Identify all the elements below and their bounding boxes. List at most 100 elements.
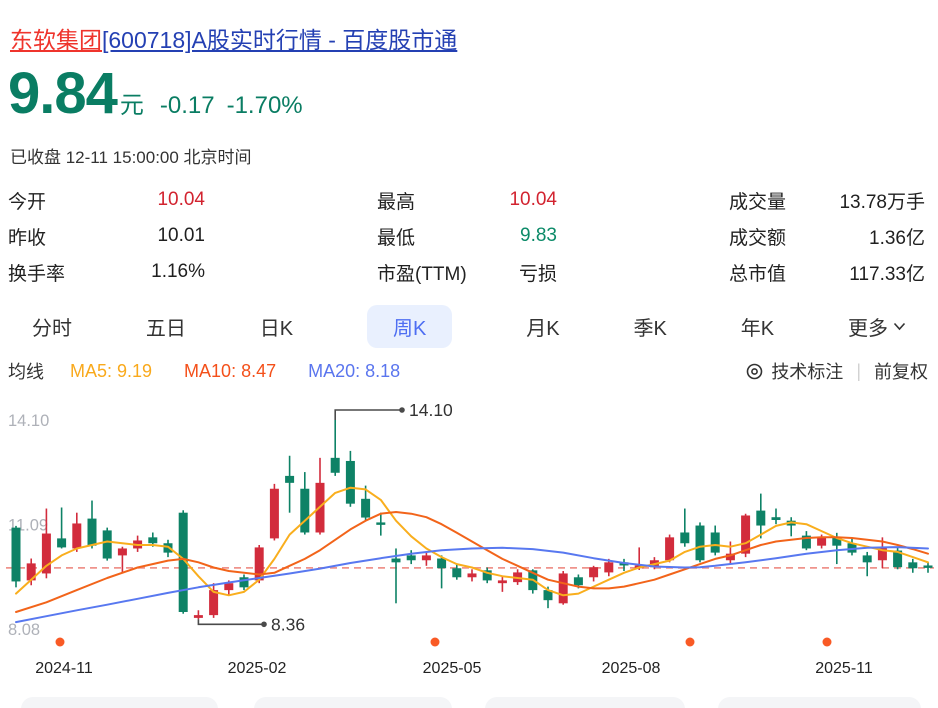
bottom-card[interactable]: [718, 697, 921, 708]
tab-yearly-k[interactable]: 年K: [740, 317, 775, 340]
period-tabs: 分时 五日 日K 周K 月K 季K 年K 更多: [0, 303, 938, 349]
tab-more[interactable]: 更多: [848, 305, 906, 348]
stat-high: 最高 10.04: [377, 189, 557, 213]
event-dot[interactable]: [55, 637, 65, 647]
x-axis-label: 2025-02: [228, 660, 287, 677]
page-title: 东软集团[600718]A股实时行情 - 百度股市通: [10, 26, 457, 54]
candle-down: [57, 538, 67, 548]
adjust-mode-button[interactable]: 前复权: [874, 362, 928, 382]
candle-up: [41, 533, 51, 574]
candle-up: [224, 583, 234, 591]
candle-down: [87, 518, 97, 546]
stat-pe-ttm: 市盈(TTM) 亏损: [377, 263, 557, 285]
candle-up: [72, 523, 82, 549]
bottom-card[interactable]: [21, 697, 218, 708]
candle-up: [467, 573, 477, 578]
ma10-value: MA10: 8.47: [184, 360, 277, 381]
bottom-card[interactable]: [254, 697, 452, 708]
tools-separator: |: [856, 360, 861, 381]
candle-up: [193, 615, 203, 618]
candle-up: [877, 547, 887, 561]
candle-down: [573, 577, 583, 586]
stat-turnover-rate: 换手率 1.16%: [8, 261, 205, 285]
x-axis-label: 2025-05: [423, 660, 482, 677]
price-block: 9.84 元 -0.17 -1.70%: [8, 62, 303, 126]
chevron-down-icon: [893, 322, 906, 330]
market-status: 已收盘 12-11 15:00:00 北京时间: [10, 148, 252, 167]
candle-down: [391, 558, 401, 563]
tab-five-day[interactable]: 五日: [145, 317, 186, 340]
candle-down: [437, 558, 447, 569]
candle-down: [710, 532, 720, 553]
candle-down: [908, 562, 918, 569]
candle-down: [345, 460, 355, 504]
candle-down: [695, 525, 705, 561]
low-annotation-label: 8.36: [271, 614, 305, 634]
candle-down: [361, 498, 371, 518]
bottom-card[interactable]: [485, 697, 685, 708]
ma-prefix-label: 均线: [8, 362, 44, 382]
stat-turnover-amount: 成交额 1.36亿: [729, 227, 925, 249]
stock-name-link[interactable]: 东软集团: [10, 27, 102, 53]
high-annotation-dot: [399, 407, 405, 413]
y-axis-label: 8.08: [8, 621, 40, 639]
tech-annotation-toggle[interactable]: 技术标注: [771, 362, 844, 382]
price-change-percent: -1.70%: [226, 92, 303, 119]
candle-down: [452, 568, 462, 578]
title-link[interactable]: [600718]A股实时行情 - 百度股市通: [102, 27, 458, 53]
x-axis-label: 2024-11: [35, 660, 93, 677]
tab-monthly-k[interactable]: 月K: [526, 317, 560, 340]
candle-down: [376, 522, 386, 525]
candle-up: [421, 555, 431, 561]
tab-daily-k[interactable]: 日K: [259, 317, 294, 340]
candle-down: [11, 527, 21, 582]
candle-down: [102, 530, 112, 559]
chart-tools: 技术标注 | 前复权: [745, 358, 928, 384]
stat-volume: 成交量 13.78万手: [729, 191, 925, 213]
event-dot[interactable]: [430, 637, 440, 647]
event-dot[interactable]: [822, 637, 832, 647]
eye-icon: [745, 362, 764, 381]
candle-up: [665, 537, 675, 561]
stat-open: 今开 10.04: [8, 189, 205, 213]
event-dot[interactable]: [685, 637, 695, 647]
price-unit: 元: [119, 92, 144, 119]
candle-up: [26, 563, 36, 581]
ma-line-ma20: [15, 546, 929, 624]
ma-legend-row: 均线 MA5: 9.19 MA10: 8.47 MA20: 8.18 技术标注 …: [8, 356, 928, 386]
candle-up: [497, 580, 507, 584]
stat-low: 最低 9.83: [377, 225, 557, 249]
candle-down: [482, 570, 492, 581]
tab-quarterly-k[interactable]: 季K: [633, 317, 667, 340]
candle-up: [741, 515, 751, 554]
candle-up: [254, 547, 264, 581]
stat-market-cap: 总市值 117.33亿: [729, 263, 925, 285]
candle-up: [817, 537, 827, 546]
candle-down: [893, 550, 903, 568]
stat-prev-close: 昨收 10.01: [8, 225, 205, 249]
price-change: -0.17: [159, 92, 215, 119]
candle-up: [558, 573, 568, 604]
ma-line-ma5: [15, 486, 929, 597]
candle-up: [209, 590, 219, 616]
candle-down: [832, 537, 842, 546]
candle-down: [330, 457, 340, 473]
candle-down: [239, 577, 249, 588]
stats-grid: 今开 10.04 最高 10.04 成交量 13.78万手 昨收 10.01 最低 9.8…: [8, 182, 925, 290]
candle-down: [756, 510, 766, 526]
ma5-value: MA5: 9.19: [70, 360, 153, 381]
candle-down: [862, 555, 872, 563]
candle-down: [923, 565, 933, 568]
candle-down: [285, 475, 295, 483]
tab-weekly-k[interactable]: 周K: [367, 304, 453, 348]
candle-down: [300, 488, 310, 533]
tab-minute[interactable]: 分时: [32, 317, 72, 340]
candle-down: [771, 517, 781, 520]
candle-up: [725, 553, 735, 561]
x-axis-label: 2025-08: [602, 660, 661, 677]
candle-up: [604, 562, 614, 573]
ma-line-ma10: [15, 511, 929, 613]
candle-up: [117, 548, 127, 556]
